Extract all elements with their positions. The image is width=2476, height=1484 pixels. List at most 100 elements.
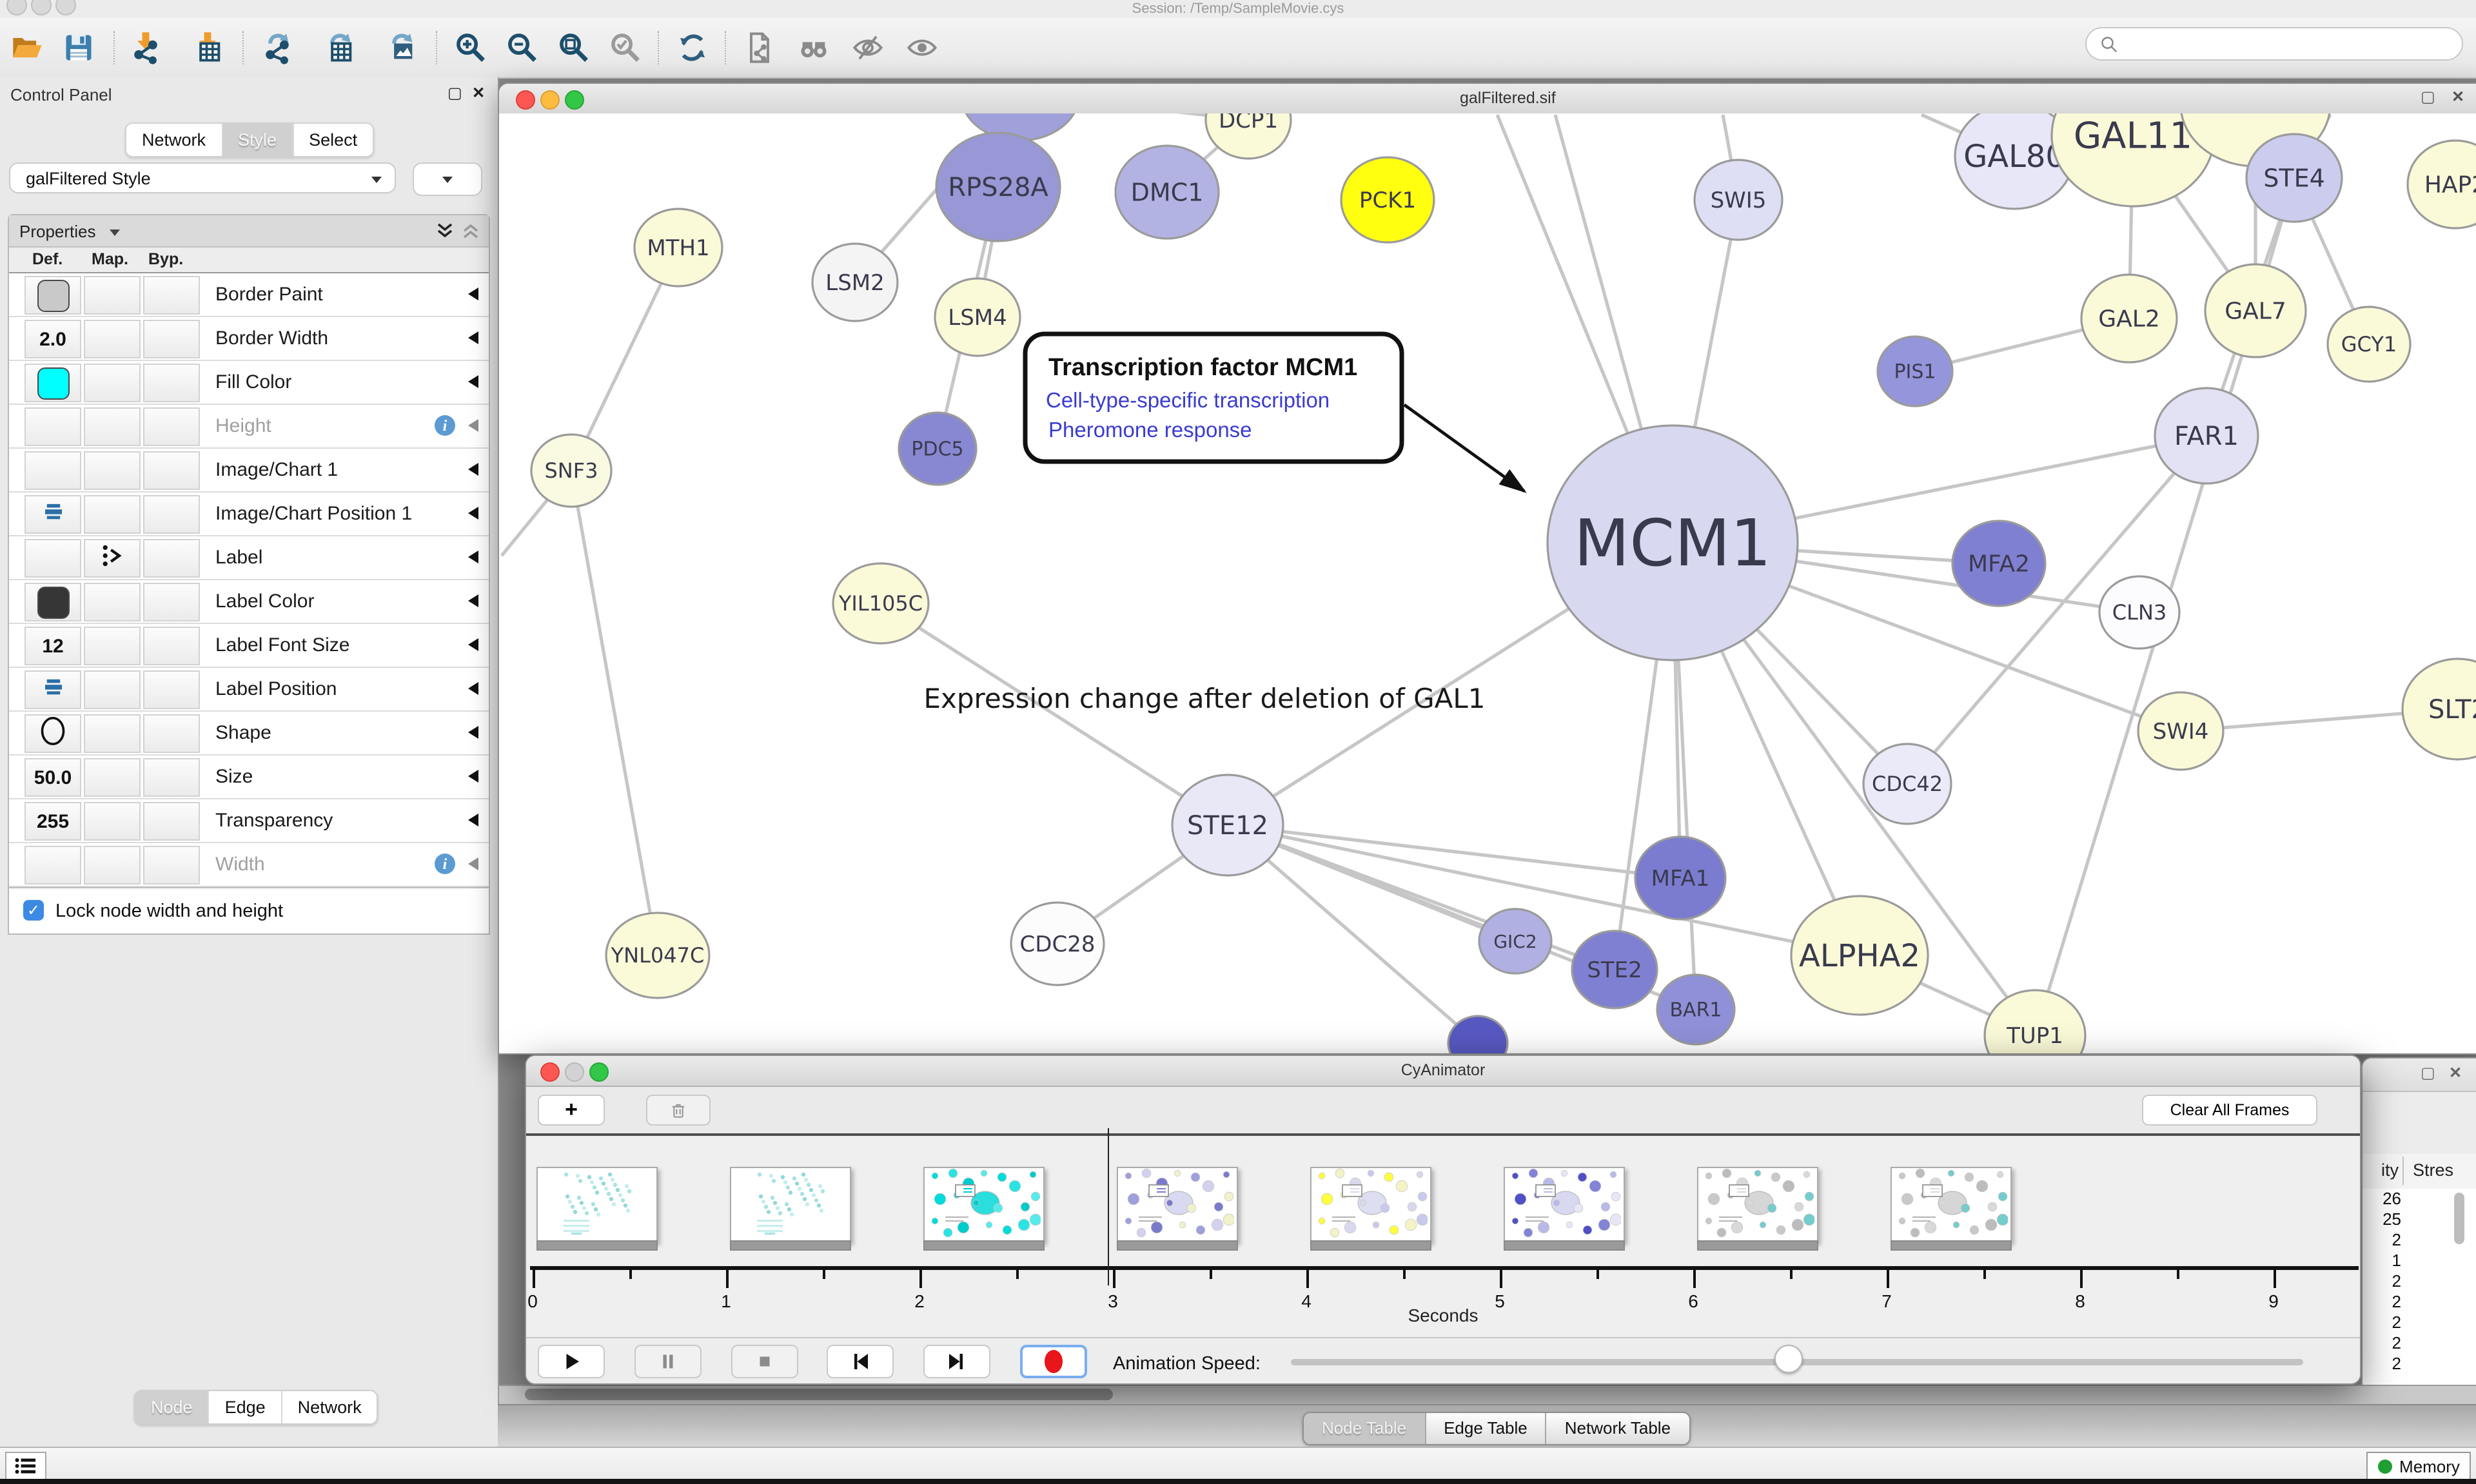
info-icon[interactable]: i — [435, 854, 455, 874]
network-canvas[interactable]: RPS28A DMC1 DCP1 PCK1 MTH1 LSM2 LSM4 SNF3 PDC5 SW… — [499, 113, 2476, 1053]
node-ynl047c[interactable] — [605, 912, 711, 999]
style-selector[interactable]: galFiltered Style — [9, 162, 396, 193]
property-row-fill-color[interactable]: Fill Color — [9, 361, 489, 405]
column-header[interactable]: ity — [2381, 1160, 2399, 1180]
canvas-annotation-text[interactable]: Expression change after deletion of GAL1 — [923, 683, 1485, 714]
property-row-border-paint[interactable]: Border Paint — [9, 273, 489, 317]
bypass-cell[interactable] — [143, 451, 200, 490]
bypass-cell[interactable] — [143, 583, 200, 621]
tab-edge[interactable]: Edge — [209, 1391, 282, 1423]
app-close-button[interactable] — [6, 0, 27, 15]
close-window-button[interactable] — [516, 90, 535, 110]
node-tup1[interactable] — [1983, 989, 2087, 1053]
property-row-width[interactable]: Width i — [9, 843, 489, 887]
table-cell[interactable]: 2 — [2392, 1354, 2401, 1373]
bypass-cell[interactable] — [143, 407, 200, 446]
zoom-window-button[interactable] — [565, 90, 584, 110]
table-cell[interactable]: 26 — [2383, 1189, 2401, 1208]
collapse-arrow-icon[interactable] — [468, 419, 478, 432]
eye-slash-icon[interactable] — [849, 28, 887, 67]
tab-edge-table[interactable]: Edge Table — [1426, 1413, 1547, 1444]
delete-frame-button[interactable] — [646, 1095, 711, 1126]
export-image-icon[interactable] — [382, 28, 420, 67]
node-bar1[interactable] — [1656, 973, 1736, 1046]
collapse-arrow-icon[interactable] — [468, 726, 478, 739]
close-panel-icon[interactable]: ✕ — [2449, 1064, 2462, 1082]
position-icon[interactable] — [43, 678, 63, 701]
bypass-cell[interactable] — [143, 539, 200, 578]
bypass-cell[interactable] — [143, 846, 200, 884]
table-cell[interactable]: 2 — [2392, 1230, 2401, 1249]
table-cell[interactable]: 25 — [2383, 1209, 2401, 1229]
zoom-window-button[interactable] — [589, 1062, 609, 1082]
import-network-icon[interactable] — [126, 28, 165, 67]
mapping-cell[interactable] — [84, 583, 141, 621]
node-lsm2[interactable] — [811, 242, 899, 322]
node-pdc5[interactable] — [898, 411, 978, 486]
bypass-cell[interactable] — [143, 627, 200, 665]
mapping-cell[interactable] — [84, 714, 141, 753]
property-row-height[interactable]: Height i — [9, 405, 489, 449]
default-cell[interactable] — [25, 495, 81, 534]
table-cell[interactable]: 2 — [2392, 1292, 2401, 1311]
mapping-cell[interactable] — [84, 320, 141, 358]
style-options-button[interactable] — [413, 162, 482, 196]
close-window-button[interactable] — [540, 1062, 560, 1082]
collapse-arrow-icon[interactable] — [468, 770, 478, 783]
default-value[interactable]: 255 — [36, 810, 70, 832]
node-gal7[interactable] — [2204, 263, 2307, 358]
play-button[interactable] — [538, 1345, 605, 1378]
property-row-shape[interactable]: Shape — [9, 712, 489, 756]
collapse-arrow-icon[interactable] — [468, 331, 478, 344]
mapping-cell[interactable] — [84, 407, 141, 446]
tab-network[interactable]: Network — [282, 1391, 377, 1423]
node-mth1[interactable] — [633, 208, 723, 288]
color-swatch[interactable] — [37, 279, 69, 311]
expand-all-icon[interactable] — [435, 220, 455, 241]
open-session-icon[interactable] — [8, 28, 46, 67]
table-cell[interactable]: 1 — [2392, 1251, 2401, 1270]
previous-frame-button[interactable] — [827, 1345, 894, 1378]
property-row-transparency[interactable]: 255 Transparency — [9, 799, 489, 843]
default-cell[interactable]: 12 — [25, 627, 81, 665]
node-swi5[interactable] — [1693, 159, 1783, 241]
collapse-arrow-icon[interactable] — [468, 594, 478, 607]
frame-thumbnail-2[interactable] — [923, 1167, 1045, 1251]
node-mcm1[interactable] — [1546, 424, 1799, 661]
property-row-image-chart-position-1[interactable]: Image/Chart Position 1 — [9, 493, 489, 536]
property-row-label-font-size[interactable]: 12 Label Font Size — [9, 624, 489, 668]
stop-button[interactable] — [731, 1345, 798, 1378]
default-cell[interactable] — [25, 583, 81, 621]
node-dcp1[interactable] — [1204, 113, 1292, 160]
default-cell[interactable] — [25, 407, 81, 446]
add-frame-button[interactable]: + — [538, 1095, 605, 1126]
collapse-arrow-icon[interactable] — [468, 507, 478, 520]
collapse-arrow-icon[interactable] — [468, 682, 478, 695]
tab-network-table[interactable]: Network Table — [1546, 1413, 1689, 1444]
property-row-label-position[interactable]: Label Position — [9, 668, 489, 712]
table-cell[interactable]: 2 — [2392, 1313, 2401, 1332]
scrollbar-thumb[interactable] — [525, 1389, 1113, 1400]
collapse-arrow-icon[interactable] — [468, 288, 478, 300]
pause-button[interactable] — [634, 1345, 702, 1378]
mapping-cell[interactable] — [84, 758, 141, 797]
mapping-cell[interactable] — [84, 846, 141, 884]
default-cell[interactable] — [25, 451, 81, 490]
default-value[interactable]: 12 — [42, 635, 64, 657]
ellipse-shape-icon[interactable] — [39, 715, 67, 752]
save-session-icon[interactable] — [59, 28, 98, 67]
node-pis1[interactable] — [1876, 335, 1954, 407]
mapping-cell[interactable] — [84, 364, 141, 402]
collapse-all-icon[interactable] — [460, 220, 481, 241]
node-gal2[interactable] — [2080, 273, 2178, 364]
export-table-icon[interactable] — [320, 28, 359, 67]
table-scrollbar[interactable] — [2454, 1193, 2464, 1244]
mcm1-annotation[interactable]: Transcription factor MCM1 Cell-type-speci… — [1023, 331, 1527, 493]
float-panel-icon[interactable]: ▢ — [2421, 88, 2435, 106]
frame-thumbnail-0[interactable] — [536, 1167, 658, 1251]
discrete-mapping-icon[interactable] — [101, 542, 124, 574]
mapping-cell[interactable] — [84, 495, 141, 534]
cyanimator-timeline[interactable]: Seconds 0 1 2 3 4 5 6 7 8 9 — [526, 1128, 2360, 1337]
bypass-cell[interactable] — [143, 758, 200, 797]
node-snf3[interactable] — [530, 433, 613, 508]
